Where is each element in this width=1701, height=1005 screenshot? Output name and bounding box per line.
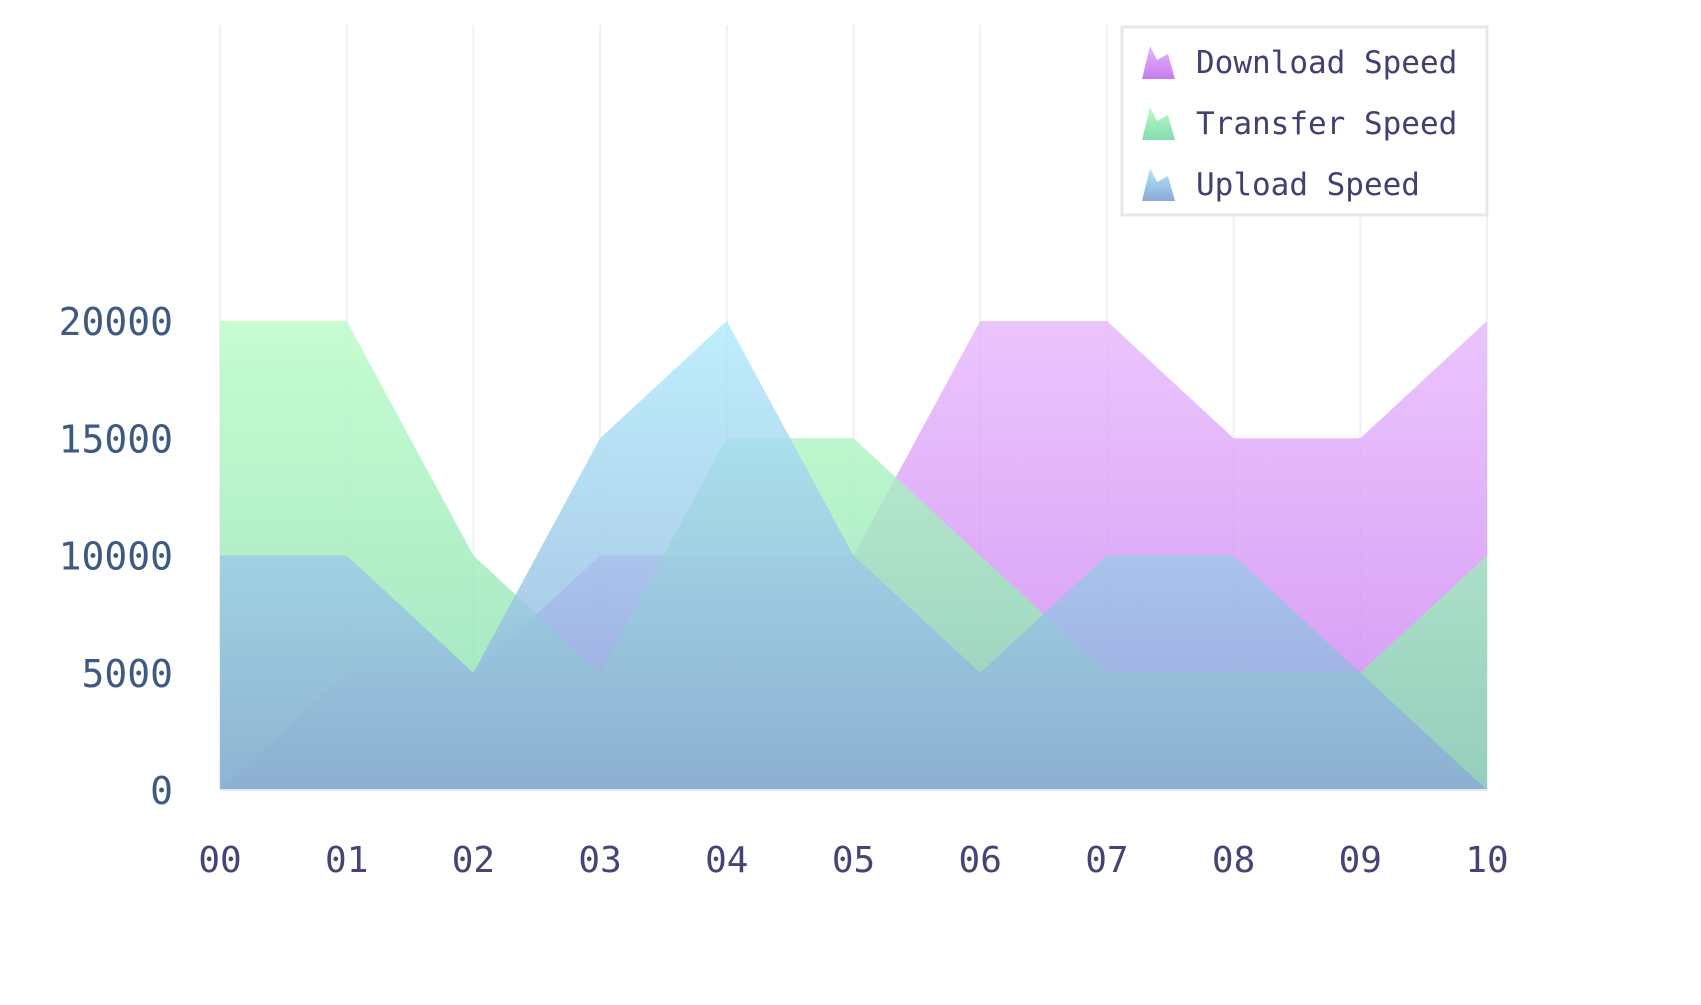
area-series-icon xyxy=(1142,168,1175,201)
y-tick-label: 5000 xyxy=(81,652,173,696)
x-tick-label: 00 xyxy=(198,840,241,881)
x-axis: 00 01 02 03 04 05 06 07 08 09 10 xyxy=(198,789,1509,881)
area-series-icon xyxy=(1142,46,1175,79)
legend-label: Transfer Speed xyxy=(1196,106,1457,142)
x-tick-label: 09 xyxy=(1339,840,1382,881)
x-tick-label: 05 xyxy=(832,840,875,881)
x-tick-label: 01 xyxy=(325,840,368,881)
x-tick-label: 07 xyxy=(1085,840,1128,881)
area-upload-speed xyxy=(220,321,1487,790)
x-tick-label: 02 xyxy=(452,840,495,881)
y-tick-label: 0 xyxy=(150,769,173,813)
x-tick-label: 06 xyxy=(959,840,1002,881)
legend-box xyxy=(1120,25,1489,217)
legend-label: Upload Speed xyxy=(1196,167,1420,203)
x-tick-label: 03 xyxy=(578,840,621,881)
x-tick-label: 10 xyxy=(1465,840,1508,881)
y-tick-label: 20000 xyxy=(59,300,173,344)
x-tick-label: 08 xyxy=(1212,840,1255,881)
series-areas xyxy=(220,321,1487,790)
legend: Download Speed Transfer Speed Upload Speed xyxy=(1120,25,1489,217)
area-series-icon xyxy=(1142,107,1175,140)
legend-label: Download Speed xyxy=(1196,45,1457,81)
y-axis: 0 5000 10000 15000 20000 xyxy=(59,300,173,813)
x-tick-label: 04 xyxy=(705,840,748,881)
y-tick-label: 10000 xyxy=(59,535,173,579)
y-tick-label: 15000 xyxy=(59,417,173,461)
